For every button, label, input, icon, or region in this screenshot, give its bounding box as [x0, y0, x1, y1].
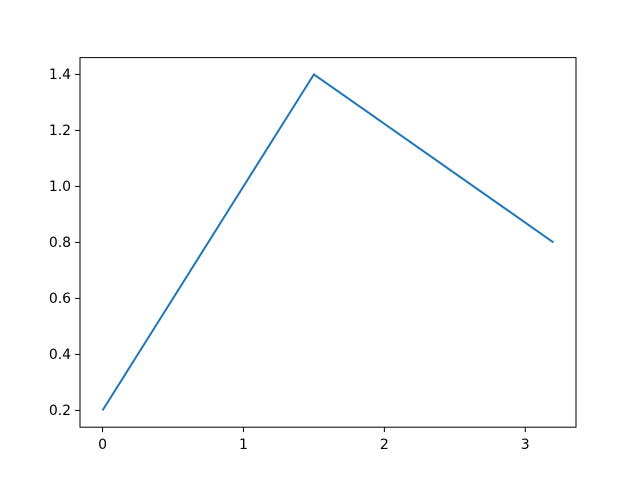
y-tick-label: 0.8: [49, 235, 71, 251]
x-tick-label: 3: [521, 437, 530, 453]
data-line: [101, 73, 555, 411]
y-tick-label: 1.4: [49, 67, 71, 83]
y-tick-label: 0.6: [49, 291, 71, 307]
x-tick-label: 2: [380, 437, 389, 453]
y-tick-label: 0.4: [49, 347, 71, 363]
x-tick-label: 1: [239, 437, 248, 453]
y-tick-label: 0.2: [49, 403, 71, 419]
y-tick-label: 1.2: [49, 123, 71, 139]
x-tick-label: 0: [98, 437, 107, 453]
plot-border: [79, 57, 577, 428]
y-tick-label: 1.0: [49, 179, 71, 195]
